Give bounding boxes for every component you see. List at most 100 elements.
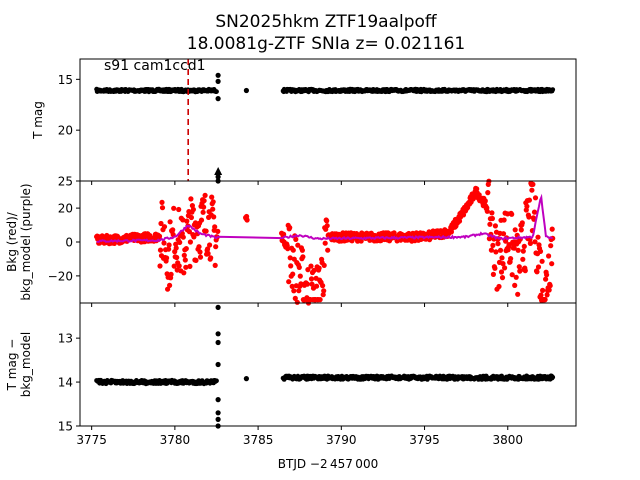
data-point (497, 247, 504, 253)
data-point (486, 236, 492, 242)
data-point (321, 262, 327, 268)
data-point (215, 72, 221, 78)
data-point (492, 265, 498, 271)
data-point (215, 397, 221, 403)
data-point (290, 271, 296, 277)
axes-frame (79, 58, 577, 182)
data-point (515, 291, 521, 297)
data-point (289, 283, 295, 289)
data-point (244, 217, 250, 223)
data-point (305, 267, 311, 273)
data-point (308, 263, 314, 269)
data-point (532, 195, 539, 201)
data-point (317, 297, 323, 303)
data-point (157, 263, 163, 269)
data-point (518, 227, 524, 233)
data-point (325, 247, 331, 253)
data-point (215, 331, 221, 337)
data-point (213, 244, 219, 250)
data-point (187, 239, 193, 245)
data-point (292, 295, 298, 301)
data-point (176, 263, 182, 269)
data-point (177, 239, 183, 245)
data-point (166, 246, 172, 252)
y-axis-label: T mag − (5, 339, 19, 392)
data-point (171, 205, 177, 211)
data-point (513, 274, 519, 280)
data-point (166, 242, 172, 248)
y-tick-label: 20 (58, 202, 73, 216)
data-point (527, 240, 534, 246)
panel-lightcurve: 15 20 25 T mag (31, 58, 577, 189)
data-point (501, 217, 507, 223)
data-point (215, 410, 221, 416)
data-point (207, 242, 213, 248)
data-point (183, 264, 189, 270)
x-axis-label: BTJD −2 457 000 (278, 457, 378, 471)
data-point (526, 214, 532, 220)
data-point (548, 243, 554, 249)
data-points (94, 304, 556, 429)
data-point (526, 197, 533, 203)
x-tick-label: 3800 (492, 433, 523, 447)
data-point (215, 78, 221, 84)
data-point (156, 233, 163, 239)
data-point (534, 269, 540, 275)
y-tick-label: 0 (65, 236, 73, 250)
data-point (320, 283, 326, 289)
data-point (456, 218, 463, 224)
data-point (550, 374, 556, 380)
data-point (294, 299, 300, 305)
data-point (293, 236, 299, 242)
data-point (191, 234, 197, 240)
data-point (308, 276, 315, 282)
data-point (215, 304, 221, 310)
data-point (193, 257, 199, 263)
data-point (490, 271, 496, 277)
data-point (287, 255, 293, 261)
data-point (209, 194, 215, 200)
data-point (524, 203, 530, 209)
data-point (180, 217, 186, 223)
data-point (549, 226, 555, 232)
data-point (243, 376, 249, 382)
data-point (197, 249, 203, 255)
data-point (549, 261, 555, 267)
data-point (539, 258, 545, 264)
chart-title-line2: 18.0081g-ZTF SNIa z= 0.021161 (187, 34, 465, 54)
data-point (173, 241, 179, 247)
data-point (496, 283, 502, 290)
data-point (203, 228, 209, 234)
data-point (515, 247, 521, 253)
data-point (296, 288, 302, 294)
y-tick-label: 20 (58, 124, 73, 138)
data-point (493, 249, 499, 255)
y-tick-label: 13 (58, 332, 73, 346)
data-point (540, 287, 546, 293)
data-point (535, 264, 542, 270)
data-point (509, 211, 515, 217)
data-point (161, 240, 167, 246)
x-tick-label: 3790 (326, 433, 357, 447)
data-point (190, 206, 196, 213)
data-point (520, 256, 526, 262)
x-tick-label: 3780 (160, 433, 191, 447)
data-point (181, 270, 187, 276)
data-point (542, 297, 548, 303)
data-point (287, 225, 293, 231)
data-point (187, 263, 193, 269)
y-tick-label: −20 (48, 269, 73, 283)
data-point (182, 257, 188, 263)
data-point (208, 255, 214, 261)
data-point (538, 292, 544, 298)
data-point (215, 339, 221, 346)
data-point (211, 214, 217, 220)
data-point (299, 247, 305, 253)
data-point (183, 246, 189, 252)
data-point (512, 282, 518, 288)
data-point (489, 215, 495, 222)
data-point (300, 254, 306, 260)
data-point (215, 174, 221, 180)
